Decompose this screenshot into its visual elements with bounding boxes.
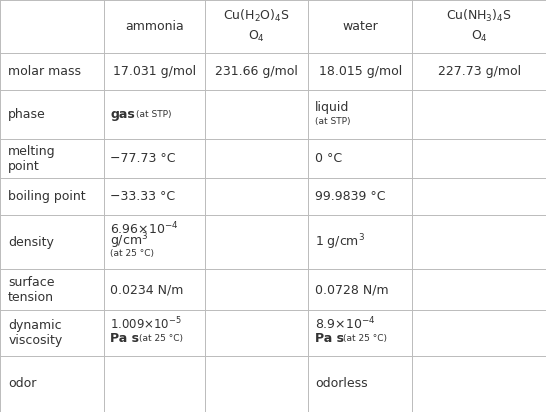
Text: liquid: liquid	[315, 101, 349, 115]
Text: 6.96$\times$10$^{-4}$: 6.96$\times$10$^{-4}$	[110, 220, 179, 237]
Text: 0 °C: 0 °C	[315, 152, 342, 165]
Text: 231.66 g/mol: 231.66 g/mol	[215, 65, 298, 78]
Text: molar mass: molar mass	[8, 65, 81, 78]
Text: 1.009$\times$10$^{-5}$: 1.009$\times$10$^{-5}$	[110, 316, 182, 332]
Text: O$_4$: O$_4$	[248, 29, 265, 44]
Text: ammonia: ammonia	[125, 20, 183, 33]
Text: O$_4$: O$_4$	[471, 29, 488, 44]
Text: (at 25 °C): (at 25 °C)	[343, 334, 388, 343]
Text: g/cm$^3$: g/cm$^3$	[110, 231, 149, 251]
Text: density: density	[8, 236, 54, 249]
Text: 1 g/cm$^3$: 1 g/cm$^3$	[315, 232, 365, 252]
Text: water: water	[342, 20, 378, 33]
Text: odor: odor	[8, 377, 37, 390]
Text: −77.73 °C: −77.73 °C	[110, 152, 176, 165]
Text: (at STP): (at STP)	[136, 110, 171, 119]
Text: 227.73 g/mol: 227.73 g/mol	[437, 65, 521, 78]
Text: 0.0234 N/m: 0.0234 N/m	[110, 283, 183, 296]
Text: surface
tension: surface tension	[8, 276, 55, 304]
Text: dynamic
viscosity: dynamic viscosity	[8, 319, 62, 347]
Text: 8.9$\times$10$^{-4}$: 8.9$\times$10$^{-4}$	[315, 316, 376, 332]
Text: (at 25 °C): (at 25 °C)	[139, 334, 183, 343]
Text: 17.031 g/mol: 17.031 g/mol	[112, 65, 196, 78]
Text: −33.33 °C: −33.33 °C	[110, 190, 175, 204]
Text: 18.015 g/mol: 18.015 g/mol	[319, 65, 402, 78]
Text: odorless: odorless	[315, 377, 367, 390]
Text: phase: phase	[8, 108, 46, 121]
Text: 99.9839 °C: 99.9839 °C	[315, 190, 385, 204]
Text: Pa s: Pa s	[110, 332, 139, 345]
Text: melting
point: melting point	[8, 145, 56, 173]
Text: Cu(NH$_3$)$_4$S: Cu(NH$_3$)$_4$S	[446, 8, 512, 24]
Text: gas: gas	[110, 108, 135, 121]
Text: Cu(H$_2$O)$_4$S: Cu(H$_2$O)$_4$S	[223, 8, 290, 24]
Text: 0.0728 N/m: 0.0728 N/m	[315, 283, 389, 296]
Text: boiling point: boiling point	[8, 190, 86, 204]
Text: Pa s: Pa s	[315, 332, 344, 345]
Text: (at 25 °C): (at 25 °C)	[110, 249, 155, 258]
Text: (at STP): (at STP)	[315, 117, 351, 126]
